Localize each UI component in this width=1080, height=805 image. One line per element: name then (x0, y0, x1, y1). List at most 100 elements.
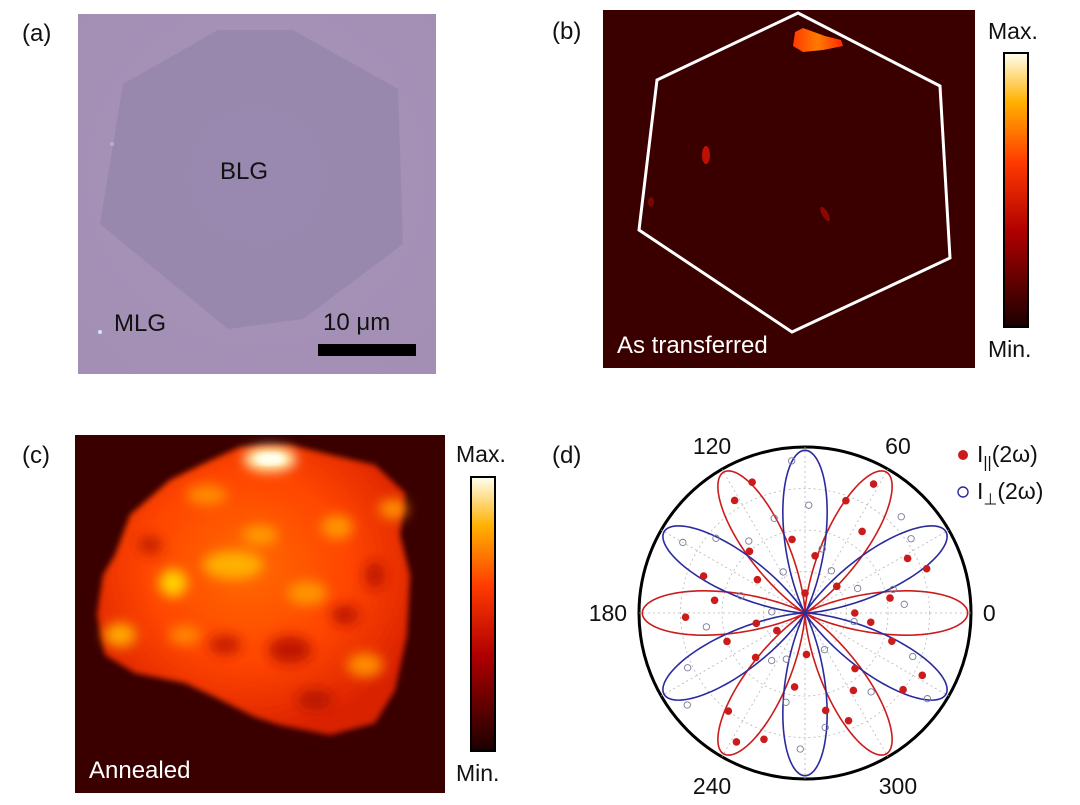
data-point-parallel (811, 551, 819, 560)
data-point-perp (854, 584, 862, 593)
data-point-parallel (922, 564, 931, 573)
data-point-parallel (773, 626, 781, 635)
polar-plot: 0 60 120 180 240 300 (575, 430, 1005, 800)
data-point-perp (782, 698, 790, 706)
polar-grid-spoke (804, 612, 949, 697)
data-point-perp (889, 585, 897, 594)
data-point-perp (768, 656, 776, 665)
hotspot (648, 197, 654, 207)
hotspot (793, 28, 843, 52)
data-point-parallel (842, 496, 850, 505)
angle-tick-0: 0 (983, 600, 996, 626)
data-point-perp (907, 535, 915, 543)
angle-tick-60: 60 (885, 433, 911, 459)
data-point-parallel (752, 619, 761, 628)
data-point-parallel (888, 637, 896, 646)
monolayer-label: MLG (114, 310, 167, 337)
data-point-perp (788, 457, 796, 465)
colorbar-b-min-label: Min. (988, 336, 1032, 362)
data-point-perp (923, 695, 932, 703)
polar-data-points (679, 457, 932, 753)
legend-parallel-name: I (977, 441, 984, 467)
bilayer-flake (100, 30, 403, 329)
polar-grid-spoke (804, 469, 889, 614)
colorbar-b-svg (1003, 52, 1029, 328)
data-point-perp (745, 537, 753, 545)
data-point-parallel (753, 575, 762, 584)
data-point-parallel (745, 547, 754, 556)
legend-parallel-sub: || (983, 454, 992, 472)
caption-annealed: Annealed (89, 757, 191, 784)
hotspot (820, 206, 830, 222)
data-point-perp (684, 664, 692, 672)
data-point-perp (820, 645, 829, 654)
panel-c-label: (c) (22, 442, 50, 469)
colorbar-b (1003, 52, 1029, 328)
data-point-parallel (732, 738, 741, 746)
data-point-perp (702, 623, 711, 631)
data-point-parallel (903, 554, 912, 563)
data-point-perp (683, 701, 691, 709)
angle-tick-180: 180 (589, 600, 627, 626)
panel-b-label: (b) (552, 18, 582, 45)
shg-map-c-svg (75, 435, 445, 793)
shg-map-as-transferred: As transferred (603, 10, 975, 368)
map-background (603, 10, 975, 368)
bilayer-label: BLG (220, 158, 269, 185)
polar-grid-ring (680, 488, 930, 738)
data-point-perp (850, 617, 858, 626)
polar-fit-curves (641, 449, 969, 777)
legend-marker-parallel (958, 450, 968, 460)
colorbar-b-gradient (1003, 52, 1029, 328)
data-point-parallel (723, 637, 731, 646)
data-point-perp (782, 655, 790, 663)
legend-perp-suffix: (2ω) (997, 478, 1044, 504)
colorbar-c-gradient (470, 476, 496, 752)
data-point-parallel (899, 685, 907, 694)
caption-as-transferred: As transferred (617, 332, 768, 359)
colorbar-c-max-label: Max. (456, 441, 506, 467)
legend-perp-sub: ⊥ (983, 491, 998, 509)
legend: I||(2ω) I⊥(2ω) (955, 438, 1075, 518)
data-point-parallel (851, 609, 859, 617)
data-point-parallel (832, 582, 841, 591)
data-point-perp (770, 514, 778, 522)
data-point-perp (867, 688, 875, 696)
data-point-perp (897, 513, 905, 521)
legend-markers (957, 450, 969, 498)
data-point-parallel (748, 478, 756, 486)
data-point-parallel (724, 707, 733, 715)
colorbar-b-max-label: Max. (988, 18, 1038, 44)
optical-image: BLG MLG 10 μm (78, 14, 436, 374)
data-point-parallel (801, 589, 809, 597)
data-point-parallel (730, 496, 739, 505)
shg-map-b-svg (603, 10, 975, 368)
data-point-parallel (869, 480, 878, 488)
polar-grid-ring (721, 529, 889, 697)
angle-tick-300: 300 (879, 773, 917, 799)
data-point-perp (779, 568, 787, 576)
data-point-parallel (788, 535, 796, 544)
data-point-perp (827, 567, 836, 575)
data-point-perp (768, 608, 776, 616)
data-point-parallel (849, 686, 858, 695)
data-point-parallel (681, 613, 690, 621)
data-point-parallel (710, 596, 719, 605)
data-point-parallel (886, 594, 894, 602)
data-point-perp (821, 723, 829, 732)
data-point-perp (909, 652, 917, 661)
data-point-parallel (751, 653, 760, 662)
angle-tick-240: 240 (693, 773, 731, 799)
data-point-perp (712, 534, 720, 542)
data-point-perp (900, 600, 908, 608)
speck (98, 330, 102, 334)
data-point-parallel (844, 716, 853, 725)
hotspot (702, 146, 710, 164)
fit-curve-perp (662, 449, 948, 777)
legend-marker-perp (957, 486, 969, 498)
data-point-perp (796, 745, 804, 753)
data-point-perp (737, 592, 745, 600)
polar-plot-svg: 0 60 120 180 240 300 (589, 433, 996, 799)
data-point-parallel (821, 706, 830, 715)
polar-angle-ticks: 0 60 120 180 240 300 (589, 433, 996, 799)
